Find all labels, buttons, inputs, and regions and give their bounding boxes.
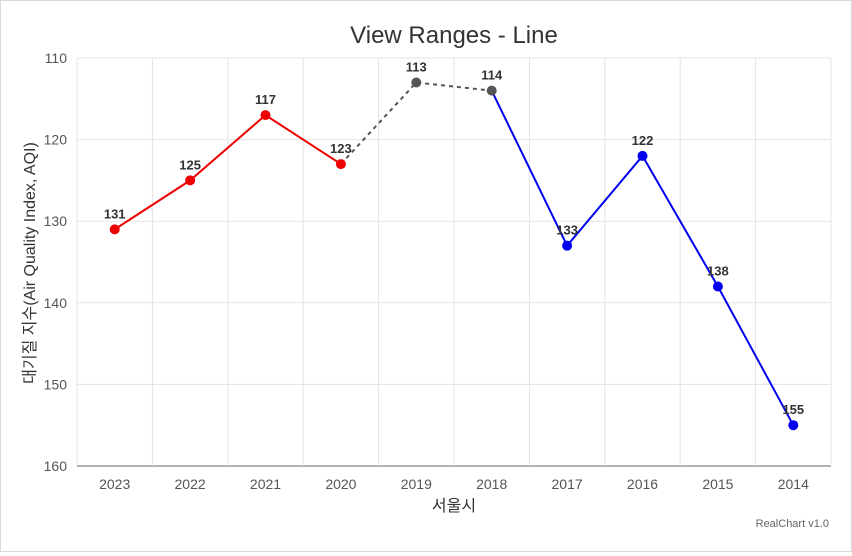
data-point [109,224,120,235]
y-tick-label: 110 [45,50,68,66]
data-label: 133 [556,223,578,238]
data-point [788,420,799,431]
data-label: 117 [255,92,276,107]
data-label: 114 [481,68,503,83]
x-tick-label: 2019 [401,476,432,492]
x-tick-label: 2023 [99,476,130,492]
y-axis-title: 대기질 지수(Air Quality Index, AQI) [21,142,39,384]
y-tick-label: 160 [44,458,68,474]
data-label: 113 [406,59,427,74]
data-label: 131 [104,206,126,221]
y-tick-label: 140 [44,295,68,311]
data-labels: 131 125 117 123 113 114 133 122 138 155 [104,59,804,417]
data-point [335,159,346,170]
x-tick-label: 2021 [250,476,281,492]
data-label: 123 [330,141,352,156]
x-tick-label: 2017 [552,476,583,492]
data-label: 122 [632,133,654,148]
dashed-line-segment [340,81,492,165]
y-axis-ticks: 110 120 130 140 150 160 [44,50,68,474]
data-label: 125 [179,157,201,172]
x-tick-label: 2015 [702,476,733,492]
y-tick-label: 120 [44,132,68,148]
data-point [562,240,573,251]
data-label: 138 [707,263,729,278]
line-segment [114,113,342,231]
chart-title: View Ranges - Line [350,22,558,49]
x-tick-label: 2018 [476,476,507,492]
x-axis-ticks: 2023 2022 2021 2020 2019 2018 2017 2016 2015 2014 [99,476,809,492]
data-point [185,175,196,186]
y-tick-label: 130 [44,213,68,229]
y-tick-label: 150 [44,376,68,392]
x-tick-label: 2016 [627,476,658,492]
data-point [486,85,497,96]
data-point [260,110,271,121]
x-tick-label: 2014 [778,476,809,492]
grid-lines [76,57,832,467]
credits-text: RealChart v1.0 [756,518,829,530]
series-points [109,77,799,431]
data-label: 155 [782,402,804,417]
x-axis-title: 서울시 [432,497,476,515]
data-point [712,281,723,292]
x-tick-label: 2020 [325,476,356,492]
data-point [637,150,648,161]
data-point [411,77,422,88]
x-tick-label: 2022 [175,476,206,492]
